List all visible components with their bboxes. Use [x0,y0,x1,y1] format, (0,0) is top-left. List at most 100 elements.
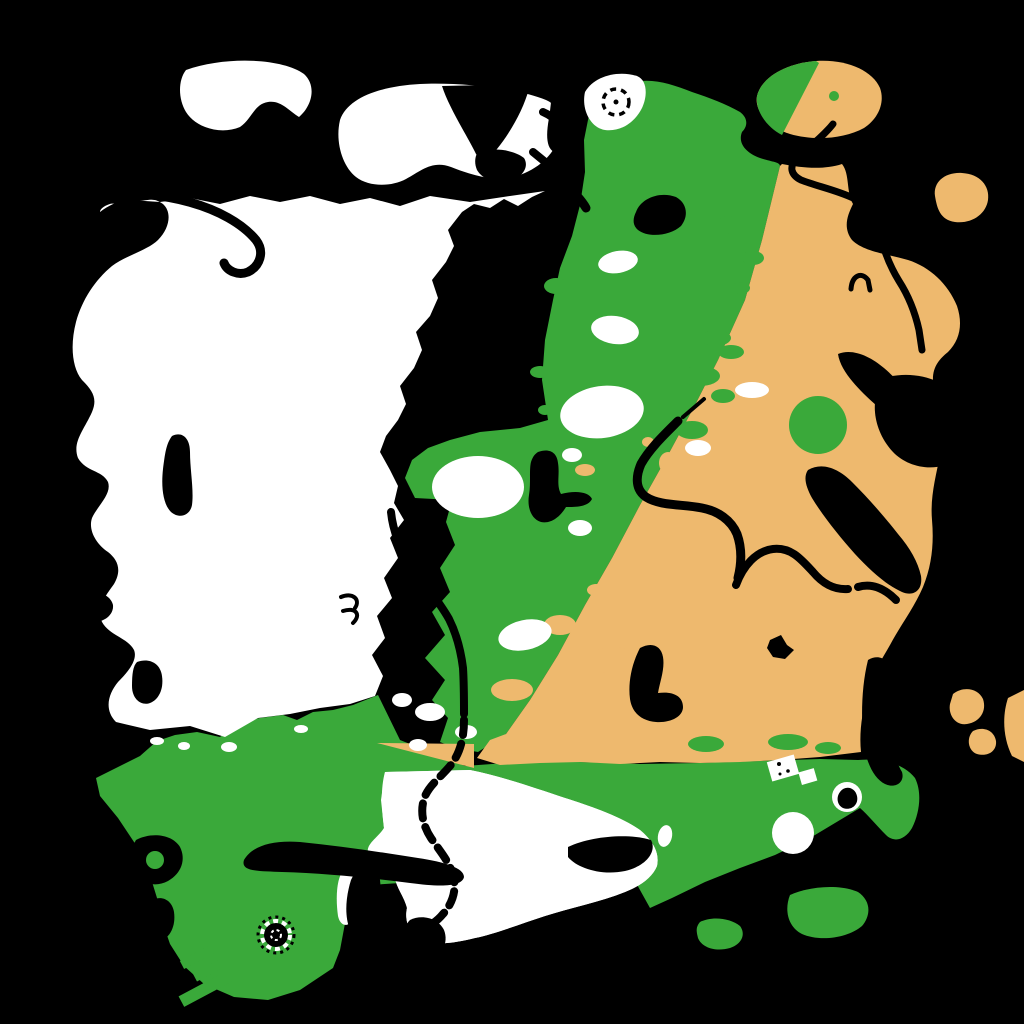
bay-left-of-island [547,63,580,153]
snow-bay-blob [475,149,526,183]
green-island-dot [146,851,164,869]
pier-bar [179,945,215,969]
pier-breakwater [178,969,236,1007]
crater-black-core [837,787,858,809]
lake-center [528,450,592,523]
snow-patch [409,739,427,751]
grass-patch [688,736,724,752]
river-east-upper [788,120,926,354]
sand-patch [491,679,533,701]
green-circle-field [789,396,847,454]
monuments [178,87,869,1007]
sand-fragment-a [949,689,985,725]
snow-peninsula-body [370,770,658,944]
snow-patch [415,703,445,721]
grass-patch [711,389,735,403]
sand-main-region [477,164,960,765]
grass-patch [742,251,764,265]
river-west [387,508,468,718]
snow-main-landmass [72,191,545,737]
ring-crater-monument [832,782,862,812]
snow-pockets [150,250,769,847]
grass-speck [829,91,839,101]
snow-topleft-lobe [180,60,312,131]
grass-speck [544,278,568,294]
grass-patch [768,734,808,750]
sand-fragment-edge [1004,690,1024,762]
speckled-quarry-circle [256,915,296,955]
sand-patch [579,692,605,708]
south-channel-lens [243,841,464,886]
pier-bar [192,958,226,982]
snow-patch [568,520,592,536]
river-east-wavy [732,544,852,594]
quarry-core [264,923,288,947]
ring-center-dot [613,99,619,105]
sand-patch [587,584,605,596]
river-west-lower-dashed [407,716,468,934]
snow-patch [150,737,164,745]
crescent-lake [568,836,653,873]
sand-star-mark [767,635,794,659]
west-inlet-2 [76,592,114,623]
fjord-hook-channel [101,189,266,278]
snow-patch [392,693,412,707]
grass-patch [718,345,744,359]
snow-patch [498,619,552,651]
lobe-notch [144,898,175,942]
grass-speck [530,366,550,378]
sand-patch [659,452,677,474]
river-north-main [492,227,553,385]
fjord-eye-lake [119,212,167,242]
sand-fragment-b [968,728,997,755]
island-large [787,886,869,939]
peninsula-left-notch [346,864,381,938]
harbor-piers [178,945,236,1007]
snow-patch [598,250,638,274]
interlobe-channel [95,133,342,204]
offshore-islands [696,886,869,950]
pad-dot [778,772,782,776]
snow-patch [432,456,524,518]
snow-patch [591,315,639,345]
river-center-east [632,416,746,583]
sand-n-mark [848,272,873,293]
pad-dot [777,762,781,766]
grass-specks-in-snow [530,278,568,415]
island-small [696,918,743,950]
snow-patch [562,448,582,462]
snow-bay-wedge [442,84,530,158]
grass-mottle-in-sand [676,216,841,754]
grass-patch [815,742,841,754]
snow-curl-channel [527,108,572,183]
sand-patch [588,647,636,673]
west-inlet-1 [162,434,193,516]
quarry-outer-ring [256,915,296,955]
dotted-ring-monument [601,87,631,117]
white-pad-small [798,768,818,785]
river-north-dash [529,148,566,178]
sand-patch [544,615,576,635]
sand-channel-a-mouth [874,374,971,468]
grass-top-blob-half [756,61,819,135]
snow-patch [178,742,190,750]
southwest-inlet [132,660,163,704]
lake-top-center [633,194,686,235]
snow-patch [560,385,644,439]
grass-patch [676,421,708,439]
river-north-upper [556,175,591,213]
snow-patch [294,725,308,733]
dotted-ring-icon [601,87,631,117]
grass-speck [538,405,552,415]
sand-patch [575,464,595,476]
white-pad-large [766,754,800,782]
snow-patch [685,440,711,456]
grass-patch [732,282,750,294]
grass-patch [716,216,744,234]
snow-patch [657,825,673,847]
quarry-inner-white [270,929,282,941]
white-dome-circle [772,812,814,854]
sand-patch [540,697,572,715]
